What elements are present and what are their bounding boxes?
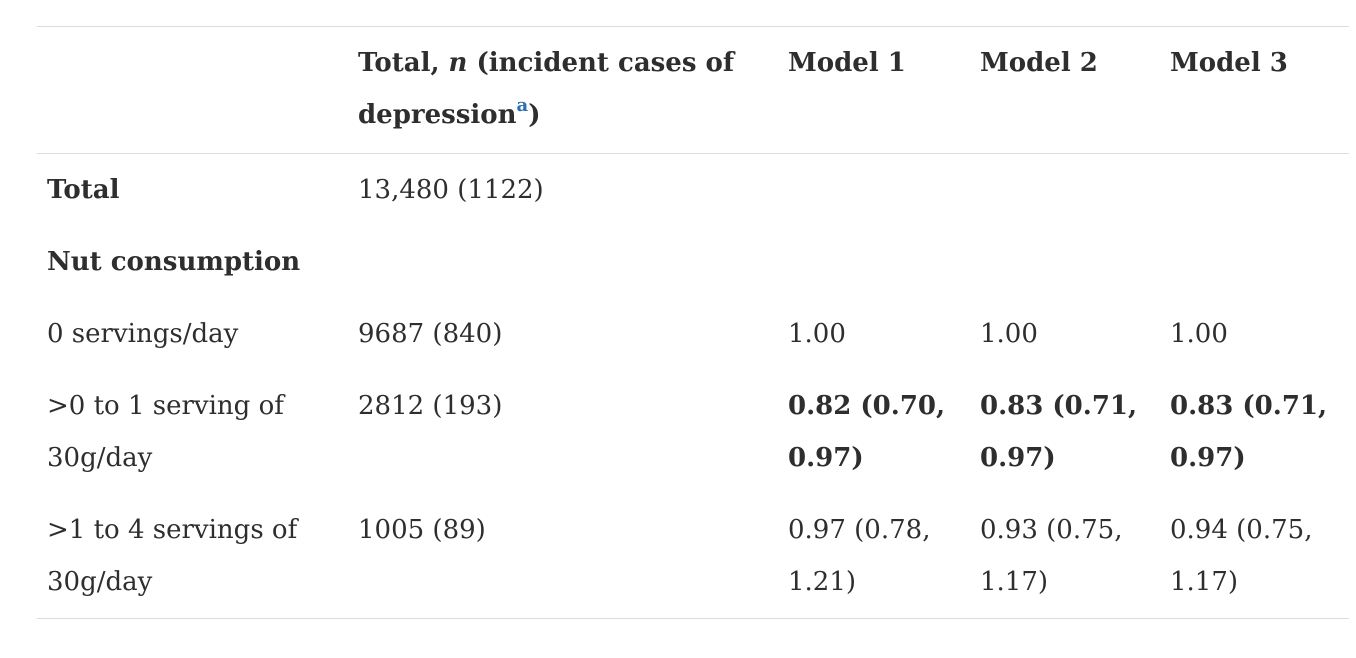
row-model-1-value: 1.00: [788, 319, 846, 349]
row-model-3-value: 0.83 (0.71, 0.97): [1170, 391, 1328, 473]
row-model-2-value: 0.93 (0.75, 1.17): [980, 515, 1123, 597]
header-total-n-italic: n: [448, 48, 468, 78]
row-model-3-value: 0.94 (0.75, 1.17): [1170, 515, 1313, 597]
row-total-value: 9687 (840): [358, 319, 503, 349]
results-table-container: Total, n (incident cases of depressiona)…: [37, 26, 1349, 619]
header-model-2: Model 2: [980, 48, 1098, 78]
row-model-3-value: 1.00: [1170, 319, 1228, 349]
row-model-2-value: 0.83 (0.71, 0.97): [980, 391, 1138, 473]
footnote-link-a[interactable]: a: [516, 95, 529, 116]
header-empty-cell: [37, 27, 348, 154]
row-model-1-value: [778, 154, 970, 227]
table-row-nut-consumption: Nut consumption: [37, 226, 1349, 298]
row-model-1-value: 0.97 (0.78, 1.21): [788, 515, 931, 597]
row-model-2-value: [970, 154, 1160, 227]
row-model-1-value: 0.82 (0.70, 0.97): [788, 391, 946, 473]
row-label: 0 servings/day: [47, 319, 239, 349]
row-label: >1 to 4 servings of 30g/day: [47, 515, 298, 597]
header-model-1: Model 1: [788, 48, 906, 78]
row-total-value: [348, 226, 778, 298]
header-total-close: ): [528, 100, 541, 130]
table-row-0-to-1-servings: >0 to 1 serving of 30g/day 2812 (193) 0.…: [37, 370, 1349, 494]
table-row-0-servings: 0 servings/day 9687 (840) 1.00 1.00 1.00: [37, 298, 1349, 370]
row-model-1-value: [778, 226, 970, 298]
header-total-n: Total, n (incident cases of depressiona): [348, 27, 778, 154]
table-header-row: Total, n (incident cases of depressiona)…: [37, 26, 1349, 154]
row-total-value: 13,480 (1122): [358, 175, 544, 205]
row-total-value: 2812 (193): [358, 391, 503, 421]
header-model-3: Model 3: [1170, 48, 1288, 78]
row-model-2-value: 1.00: [980, 319, 1038, 349]
row-model-3-value: [1160, 226, 1349, 298]
row-label: Total: [47, 175, 120, 205]
row-total-value: 1005 (89): [358, 515, 486, 545]
header-total-prefix: Total,: [358, 48, 449, 78]
row-model-3-value: [1160, 154, 1349, 227]
row-label: >0 to 1 serving of 30g/day: [47, 391, 284, 473]
header-total-rest: (incident cases of depression: [358, 48, 735, 130]
row-model-2-value: [970, 226, 1160, 298]
row-label: Nut consumption: [47, 247, 301, 277]
table-row-total: Total 13,480 (1122): [37, 154, 1349, 227]
results-table: Total, n (incident cases of depressiona)…: [37, 26, 1349, 619]
table-row-1-to-4-servings: >1 to 4 servings of 30g/day 1005 (89) 0.…: [37, 494, 1349, 619]
